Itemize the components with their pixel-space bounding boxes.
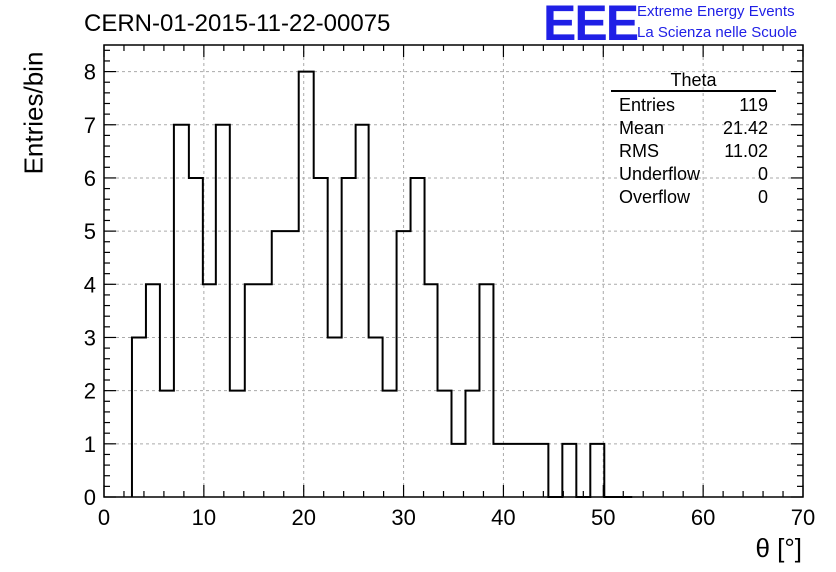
plot-frame xyxy=(103,44,804,498)
y-tick-label: 6 xyxy=(84,166,96,191)
stats-row-mean: Mean 21.42 xyxy=(611,117,776,140)
y-tick-label: 7 xyxy=(84,113,96,138)
stats-value: 11.02 xyxy=(724,141,768,161)
y-tick-label: 2 xyxy=(84,379,96,404)
stats-label: Overflow xyxy=(619,187,691,207)
stats-row-entries: Entries 119 xyxy=(611,94,776,117)
stats-label: Entries xyxy=(619,95,676,115)
stats-row-rms: RMS 11.02 xyxy=(611,140,776,163)
x-tick-label: 20 xyxy=(291,505,315,530)
eee-logo: EEE xyxy=(543,0,639,51)
y-tick-label: 8 xyxy=(84,60,96,85)
stats-title: Theta xyxy=(611,70,776,92)
logo-text-line2: La Scienza nelle Scuole xyxy=(637,24,798,41)
x-tick-label: 10 xyxy=(192,505,216,530)
x-tick-label: 50 xyxy=(591,505,615,530)
stats-row-overflow: Overflow 0 xyxy=(611,186,776,209)
stats-value: 119 xyxy=(739,95,768,115)
y-axis-label: Entries/bin xyxy=(18,51,49,175)
histogram-step-line xyxy=(130,70,633,498)
stats-value: 0 xyxy=(757,164,768,184)
chart-title: CERN-01-2015-11-22-00075 xyxy=(84,10,391,37)
stats-label: Underflow xyxy=(619,164,701,184)
y-tick-label: 5 xyxy=(84,219,96,244)
stats-label: RMS xyxy=(619,141,659,161)
stats-value: 0 xyxy=(757,187,768,207)
x-tick-label: 70 xyxy=(791,505,815,530)
x-axis-label: θ [°] xyxy=(755,533,802,563)
y-tick-label: 1 xyxy=(84,432,96,457)
stats-row-underflow: Underflow 0 xyxy=(611,163,776,186)
stats-value: 21.42 xyxy=(722,118,768,138)
stats-label: Mean xyxy=(619,118,665,138)
y-tick-label: 0 xyxy=(84,485,96,510)
stats-box: Theta Entries 119 Mean 21.42 RMS 11.02 U… xyxy=(611,70,776,209)
x-tick-label: 40 xyxy=(491,505,515,530)
y-tick-label: 4 xyxy=(84,272,96,297)
x-tick-label: 30 xyxy=(391,505,415,530)
y-tick-label: 3 xyxy=(84,325,96,350)
x-tick-label: 60 xyxy=(691,505,715,530)
logo-text-line1: Extreme Energy Events xyxy=(637,3,795,20)
x-tick-label: 0 xyxy=(98,505,110,530)
